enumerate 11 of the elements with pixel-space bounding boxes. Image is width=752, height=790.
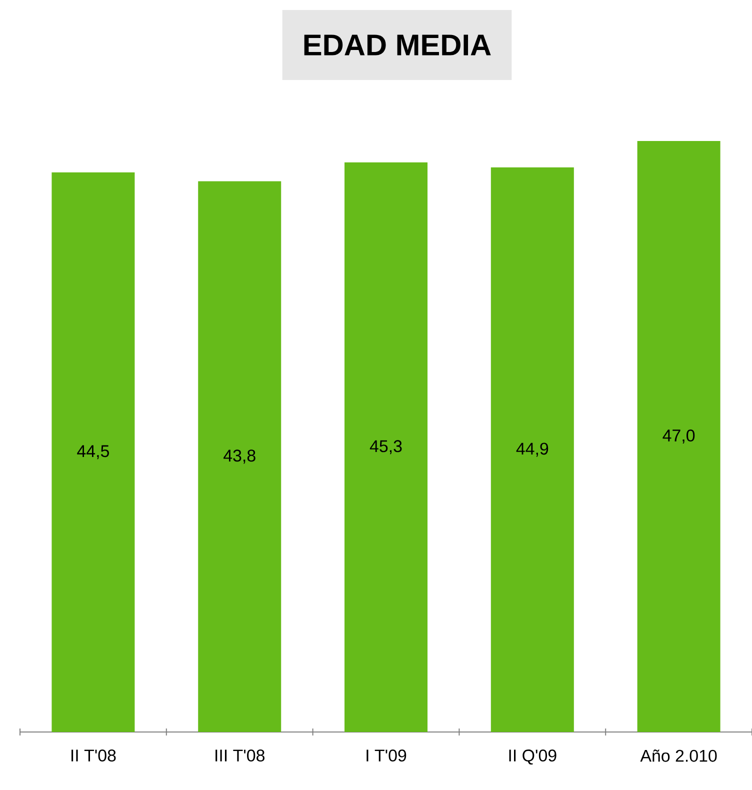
- data-label: 45,3: [370, 440, 402, 454]
- data-label: 43,8: [224, 450, 256, 464]
- x-tick-label: III T'08: [216, 750, 264, 762]
- data-label: 47,0: [662, 430, 695, 444]
- x-tick-label: II T'08: [71, 750, 116, 762]
- x-tick-label: Año 2.010: [640, 750, 717, 762]
- chart-title: EDAD MEDIA: [304, 34, 491, 56]
- data-label: 44,9: [516, 442, 548, 457]
- x-tick-label: I T'09: [366, 750, 406, 762]
- x-tick-label: II Q'09: [509, 750, 556, 765]
- data-label: 44,5: [77, 445, 109, 460]
